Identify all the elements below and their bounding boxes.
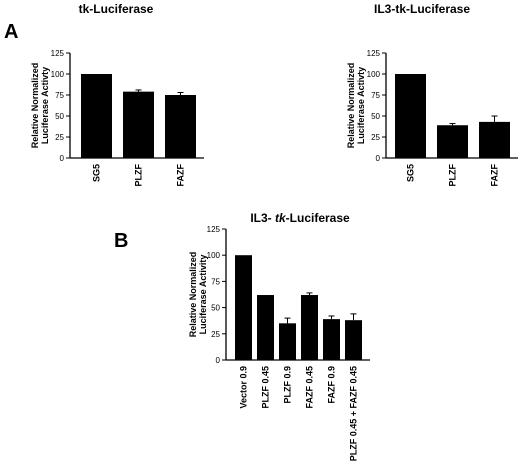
y-tick-label: 25 (55, 133, 64, 142)
category-label: SG5 (406, 164, 416, 182)
y-tick-label: 100 (207, 251, 221, 260)
bar (257, 295, 274, 360)
category-label: PLZF (134, 164, 144, 187)
y-axis-label-line: Relative Normalized (346, 63, 356, 149)
bar (479, 121, 510, 158)
bar (345, 320, 362, 360)
y-tick-label: 50 (371, 112, 380, 121)
chart-title: IL3- tk-Luciferase (250, 211, 350, 225)
y-tick-label: 100 (51, 70, 65, 79)
y-tick-label: 75 (211, 277, 220, 286)
y-axis-label: Relative NormalizedLuciferase Activty (30, 63, 50, 149)
chart-title-part: IL3- (250, 211, 275, 225)
bar (301, 295, 318, 360)
category-label: Vector 0.9 (239, 366, 249, 409)
bar (81, 74, 112, 158)
bar (395, 74, 426, 158)
panel-label-b: B (114, 230, 128, 252)
y-tick-label: 25 (211, 330, 220, 339)
y-tick-label: 125 (207, 225, 221, 234)
bar (165, 95, 196, 158)
y-axis-label: Relative NormalizedLuciferase Activty (346, 63, 366, 149)
y-tick-label: 25 (371, 133, 380, 142)
chart-title: tk-Luciferase (79, 2, 154, 16)
y-tick-label: 0 (376, 154, 381, 163)
y-tick-label: 75 (371, 91, 380, 100)
y-tick-label: 50 (211, 304, 220, 313)
y-tick-label: 100 (367, 70, 381, 79)
category-label: PLZF 0.45 + FAZF 0.45 (349, 366, 359, 461)
bar (437, 125, 468, 158)
y-axis-label-line: Relative Normalized (30, 63, 40, 149)
y-tick-label: 125 (367, 49, 381, 58)
y-tick-label: 0 (60, 154, 65, 163)
category-label: PLZF (448, 164, 458, 187)
bar (123, 91, 154, 158)
y-tick-label: 0 (216, 356, 221, 365)
bar (279, 323, 296, 360)
chart-il3-tk-luciferase: IL3-tk-Luciferase 0255075100125Relative … (346, 2, 518, 187)
category-label: SG5 (92, 164, 102, 182)
bar (323, 319, 340, 360)
category-label: PLZF 0.9 (283, 366, 293, 404)
chart-title-part: -Luciferase (286, 211, 350, 225)
category-label: PLZF 0.45 (261, 366, 271, 409)
y-axis-label-line: Relative Normalized (188, 252, 198, 338)
chart-title-part-italic: tk (275, 211, 287, 225)
y-tick-label: 75 (55, 91, 64, 100)
y-axis-label: Relative NormalizedLuciferase Activity (188, 252, 208, 338)
y-axis-label-line: Luciferase Activty (40, 67, 50, 144)
y-tick-label: 125 (51, 49, 65, 58)
y-axis-label-line: Luciferase Activity (198, 255, 208, 335)
category-label: FAZF (176, 164, 186, 187)
bar (235, 255, 252, 360)
y-tick-label: 50 (55, 112, 64, 121)
panel-label-a: A (4, 21, 18, 43)
chart-il3-tk-luciferase-combinations: IL3- tk-Luciferase 0 25 50 75 100 125 Relative… (188, 211, 370, 461)
category-label: FAZF 0.9 (327, 366, 337, 404)
chart-title: IL3-tk-Luciferase (374, 2, 470, 16)
category-label: FAZF 0.45 (305, 366, 315, 409)
y-axis-label-line: Luciferase Activty (356, 67, 366, 144)
category-label: FAZF (490, 164, 500, 187)
